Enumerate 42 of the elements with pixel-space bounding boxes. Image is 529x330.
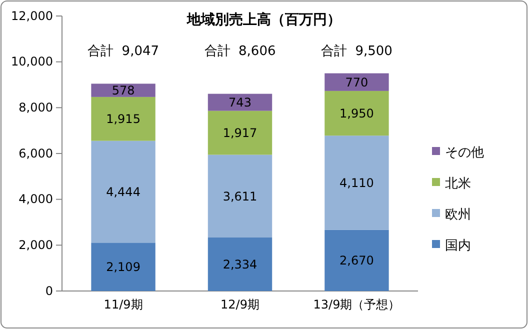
data-label: 743 [228,96,252,110]
data-label: 1,950 [340,106,374,120]
data-label: 578 [112,84,135,98]
y-tick-label: 2,000 [18,238,53,252]
data-label: 2,109 [106,260,140,274]
y-tick-label: 6,000 [18,146,53,160]
bar [208,154,272,238]
y-tick-label: 4,000 [18,192,53,206]
bar [324,230,389,291]
legend-label: その他 [445,146,484,161]
data-label: 4,110 [340,176,374,190]
bar [91,242,156,291]
x-tick-label: 12/9期 [220,297,260,312]
total-label: 合計 8,606 [204,44,276,59]
bar [208,110,272,155]
bar [91,140,156,243]
bar [324,90,389,136]
bar [208,94,272,111]
bar [91,96,156,141]
data-label: 4,444 [106,184,140,199]
bar [324,136,389,230]
y-tick-label: 12,000 [11,8,53,23]
legend-label: 北米 [445,176,471,192]
data-label: 1,917 [222,126,258,140]
y-tick-label: 8,000 [18,100,53,115]
chart-title: 地域別売上高（百万円） [186,11,341,28]
bar [324,73,389,91]
total-label: 合計 9,047 [88,44,160,59]
y-tick-label: 10,000 [11,54,53,69]
bar [91,84,156,97]
x-tick-label: 11/9期 [104,297,143,312]
bar [208,238,272,291]
data-label: 2,334 [222,257,258,272]
data-label: 2,670 [340,254,374,268]
legend-label: 欧州 [445,208,471,223]
x-tick-label: 13/9期（予想） [313,297,400,312]
total-label: 合計 9,500 [320,44,392,59]
data-label: 1,915 [106,112,140,126]
data-label: 770 [345,75,368,90]
data-label: 3,611 [222,189,258,204]
legend-label: 国内 [445,238,471,254]
y-tick-label: 0 [45,284,53,298]
